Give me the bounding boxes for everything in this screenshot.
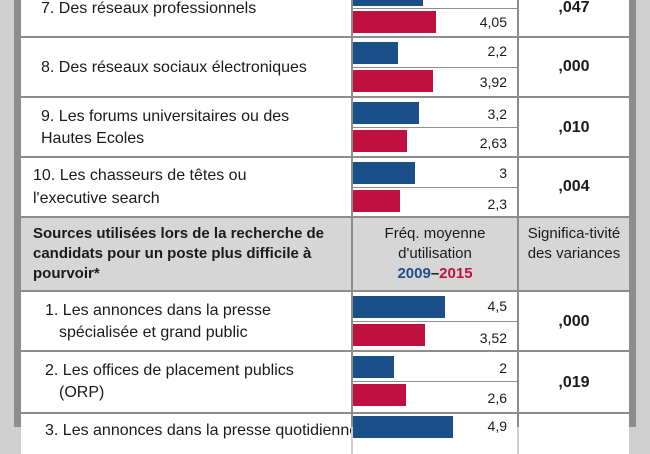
value-2015-row-1: 3,52 [479,330,507,346]
row-7-divider [353,8,517,9]
value-2015-row-10: 2,3 [487,196,507,212]
bar-2015-row-8 [353,70,434,92]
row-9-sig: ,010 [558,119,590,136]
row-7-bars-cell: 4,05 [353,0,517,36]
value-2009-row-8: 2,2 [487,43,507,59]
row-10-divider [353,187,517,188]
row-1-label-line1: 1. Les annonces dans la presse [45,302,271,319]
bar-2015-row-1 [353,324,426,346]
header-sources: Sources utilisées lors de la recherche d… [33,225,324,282]
value-2015-row-2: 2,6 [487,390,507,406]
row-2-label-line2: (ORP) [59,384,105,401]
row-8-divider [353,67,517,68]
row-7-label-cell: 7. Des réseaux professionnels [21,0,351,36]
row-10-bars-cell: 3 2,3 [353,158,517,216]
row-9-label-line2: Hautes Ecoles [41,130,145,147]
value-2015-row-7: 4,05 [479,14,507,30]
bar-2009-row-9 [353,102,419,124]
bar-2009-row-2 [353,356,394,378]
bar-2009-row-10 [353,162,415,184]
row-2-divider [353,381,517,382]
bar-2015-row-2 [353,384,407,406]
row-10-label-line2: l'executive search [33,190,160,207]
value-2009-row-2: 2 [499,360,507,376]
row-7-sig: ,047 [558,0,590,16]
row-9-bars-cell: 3,2 2,63 [353,98,517,156]
row-8-sig: ,000 [558,58,590,75]
table-frame: 7. Des réseaux professionnels 4,05 ,047 … [14,0,636,454]
value-2009-row-3: 4,9 [487,418,507,434]
header-sig: Significa-tivité des variances [527,225,621,262]
bar-2009-row-3 [353,416,454,438]
row-9-sig-cell: ,010 [519,98,629,156]
value-2009-row-9: 3,2 [487,106,507,122]
row-10-sig-cell: ,004 [519,158,629,216]
row-1-label-cell: 1. Les annonces dans la presse spécialis… [21,292,351,350]
row-1-sig: ,000 [558,313,590,330]
row-8-sig-cell: ,000 [519,38,629,96]
header-sig-cell: Significa-tivité des variances [519,218,629,290]
bar-2009-row-7 [353,0,423,6]
row-8-label: 8. Des réseaux sociaux électroniques [41,59,307,76]
row-9-divider [353,127,517,128]
row-3-label-cell: 3. Les annonces dans la presse quotidien… [21,414,351,454]
bar-2009-row-8 [353,42,399,64]
row-2-bars-cell: 2 2,6 [353,352,517,412]
header-sources-cell: Sources utilisées lors de la recherche d… [21,218,351,290]
row-10-label-line1: 10. Les chasseurs de têtes ou [33,167,247,184]
row-3-label: 3. Les annonces dans la presse quotidien… [45,422,351,439]
value-2015-row-8: 3,92 [479,74,507,90]
row-2-label-line1: 2. Les offices de placement publics [45,362,294,379]
header-freq-subtitle: d'utilisation [398,245,472,262]
header-freq-cell: Fréq. moyenne d'utilisation 2009–2015 [353,218,517,290]
value-2015-row-9: 2,63 [479,135,507,151]
row-2-label-cell: 2. Les offices de placement publics (ORP… [21,352,351,412]
row-9-label-cell: 9. Les forums universitaires ou des Haut… [21,98,351,156]
row-9-label-line1: 9. Les forums universitaires ou des [41,108,290,125]
row-7-label: 7. Des réseaux professionnels [41,0,257,17]
row-2-sig: ,019 [558,374,590,391]
header-freq-title: Fréq. moyenne [384,225,486,242]
header-years: 2009–2015 [353,264,517,284]
bar-2015-row-9 [353,130,407,152]
row-1-sig-cell: ,000 [519,292,629,350]
row-1-divider [353,321,517,322]
bar-2015-row-10 [353,190,401,212]
row-8-label-cell: 8. Des réseaux sociaux électroniques [21,38,351,96]
row-3-sig-cell [519,414,629,454]
legend-2009: 2009 [397,265,431,282]
bar-2015-row-7 [353,11,437,33]
row-8-bars-cell: 2,2 3,92 [353,38,517,96]
bar-2009-row-1 [353,296,446,318]
legend-2015: 2015 [439,265,473,282]
row-3-bars-cell: 4,9 [353,414,517,454]
row-10-label-cell: 10. Les chasseurs de têtes ou l'executiv… [21,158,351,216]
value-2009-row-1: 4,5 [487,298,507,314]
row-10-sig: ,004 [558,178,590,195]
row-2-sig-cell: ,019 [519,352,629,412]
row-7-sig-cell: ,047 [519,0,629,36]
row-1-label-line2: spécialisée et grand public [59,324,248,341]
legend-dash: – [430,265,440,282]
row-1-bars-cell: 4,5 3,52 [353,292,517,350]
value-2009-row-10: 3 [499,165,507,181]
